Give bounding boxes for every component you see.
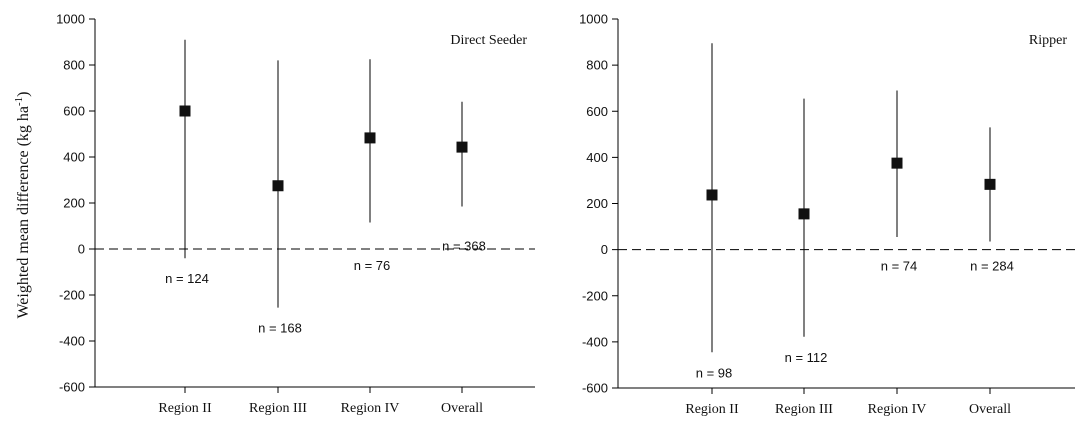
x-category-label: Region III (249, 401, 307, 416)
y-tick-label: 800 (586, 58, 608, 73)
data-point (272, 180, 284, 192)
x-category-label: Region II (685, 402, 739, 417)
panel-ripper: 1000 800 600 400 200 0 -200 -400 -600 Ripper Regio… (579, 12, 1075, 417)
y-tick-label: 200 (63, 196, 85, 211)
data-point (179, 105, 191, 117)
y-axis-label: Weighted mean difference (kg ha-1) (13, 91, 32, 318)
y-tick-label: 400 (63, 150, 85, 165)
data-point (891, 157, 903, 169)
sample-size-label: n = 76 (354, 258, 391, 273)
panel-direct-seeder: 1000 800 600 400 200 0 -200 -400 -600 Direct Seed… (56, 12, 535, 416)
sample-size-label: n = 168 (258, 321, 302, 336)
sample-size-label: n = 368 (442, 238, 486, 253)
y-tick-label: -400 (59, 334, 85, 349)
y-tick-label: 0 (78, 242, 85, 257)
y-tick-label: -600 (59, 380, 85, 395)
sample-size-label: n = 112 (785, 350, 828, 365)
y-tick-label: 600 (586, 104, 608, 119)
data-point (364, 132, 376, 144)
y-tick-label: 800 (63, 58, 85, 73)
x-category-label: Overall (441, 401, 483, 416)
x-category-label: Region IV (868, 402, 927, 417)
y-tick-label: 1000 (56, 12, 85, 27)
y-tick-label: 200 (586, 196, 608, 211)
x-category-label: Region II (158, 401, 212, 416)
y-tick-label: 600 (63, 104, 85, 119)
y-tick-label: 400 (586, 150, 608, 165)
sample-size-label: n = 98 (696, 365, 733, 380)
y-tick-label: -200 (59, 288, 85, 303)
x-category-label: Region III (775, 402, 833, 417)
sample-size-label: n = 284 (970, 259, 1014, 274)
data-point (984, 178, 996, 190)
panel-title: Direct Seeder (450, 33, 527, 48)
y-tick-label: 0 (601, 242, 608, 257)
panel-title: Ripper (1029, 33, 1067, 48)
y-tick-label: -400 (582, 334, 608, 349)
data-point (456, 141, 468, 153)
y-tick-label: -600 (582, 381, 608, 396)
y-tick-label: -200 (582, 288, 608, 303)
x-category-label: Overall (969, 402, 1011, 417)
data-point (798, 208, 810, 220)
sample-size-label: n = 124 (165, 271, 209, 286)
sample-size-label: n = 74 (881, 259, 918, 274)
y-tick-label: 1000 (579, 12, 608, 27)
data-point (706, 189, 718, 201)
x-category-label: Region IV (341, 401, 400, 416)
